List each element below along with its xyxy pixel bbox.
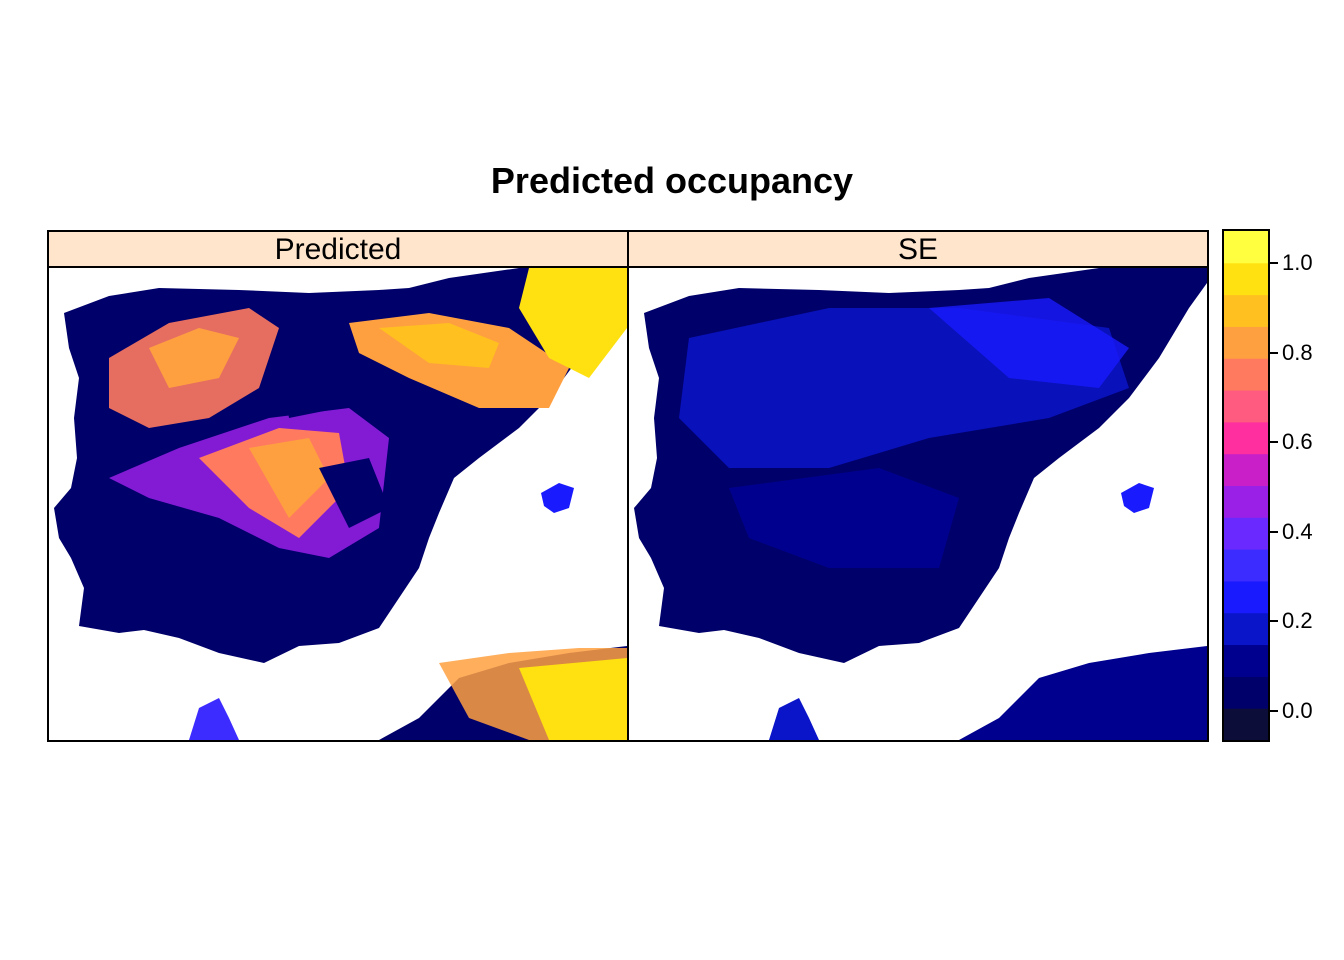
color-key-swatch	[1224, 676, 1268, 709]
color-key-tick-label: 0.4	[1282, 518, 1313, 544]
color-key-swatch	[1224, 358, 1268, 391]
panel-strip-se: SE	[627, 230, 1209, 268]
color-key-tick-label: 0.0	[1282, 698, 1313, 723]
color-key-swatch	[1224, 231, 1268, 264]
panel-strip-predicted: Predicted	[47, 230, 629, 268]
color-key-swatch	[1224, 453, 1268, 486]
color-key-tick	[1268, 441, 1278, 444]
color-key-tick	[1268, 530, 1278, 533]
color-key-swatch	[1224, 612, 1268, 646]
color-key-swatch	[1224, 708, 1268, 740]
chart-title: Predicted occupancy	[490, 160, 854, 201]
color-key-swatch	[1224, 485, 1268, 518]
color-key-swatch	[1224, 517, 1268, 550]
color-key-tick	[1268, 351, 1278, 354]
color-key-tick	[1268, 710, 1278, 712]
color-key-tick	[1268, 620, 1278, 623]
color-key-swatch	[1224, 262, 1268, 296]
color-key-swatch	[1224, 294, 1268, 327]
color-key-swatch	[1224, 421, 1268, 455]
color-key-tick-label: 0.2	[1282, 608, 1313, 634]
color-key-swatch	[1224, 390, 1268, 423]
north-africa-landmass-se	[959, 646, 1207, 740]
color-key-swatch	[1224, 580, 1268, 614]
balearic-island	[541, 483, 574, 513]
north-africa-west	[189, 698, 239, 740]
color-key	[1222, 229, 1270, 742]
map-panel-se	[627, 266, 1209, 742]
color-key-swatch	[1224, 549, 1268, 582]
balearic-island-se	[1121, 483, 1154, 513]
color-key-swatch	[1224, 644, 1268, 677]
color-key-tick-label: 0.8	[1282, 339, 1313, 365]
color-key-tick-label: 1.0	[1282, 250, 1313, 275]
color-key-swatch	[1224, 326, 1268, 359]
map-panel-predicted	[47, 266, 629, 742]
color-key-tick-label: 0.6	[1282, 429, 1313, 455]
color-key-tick	[1268, 262, 1278, 264]
